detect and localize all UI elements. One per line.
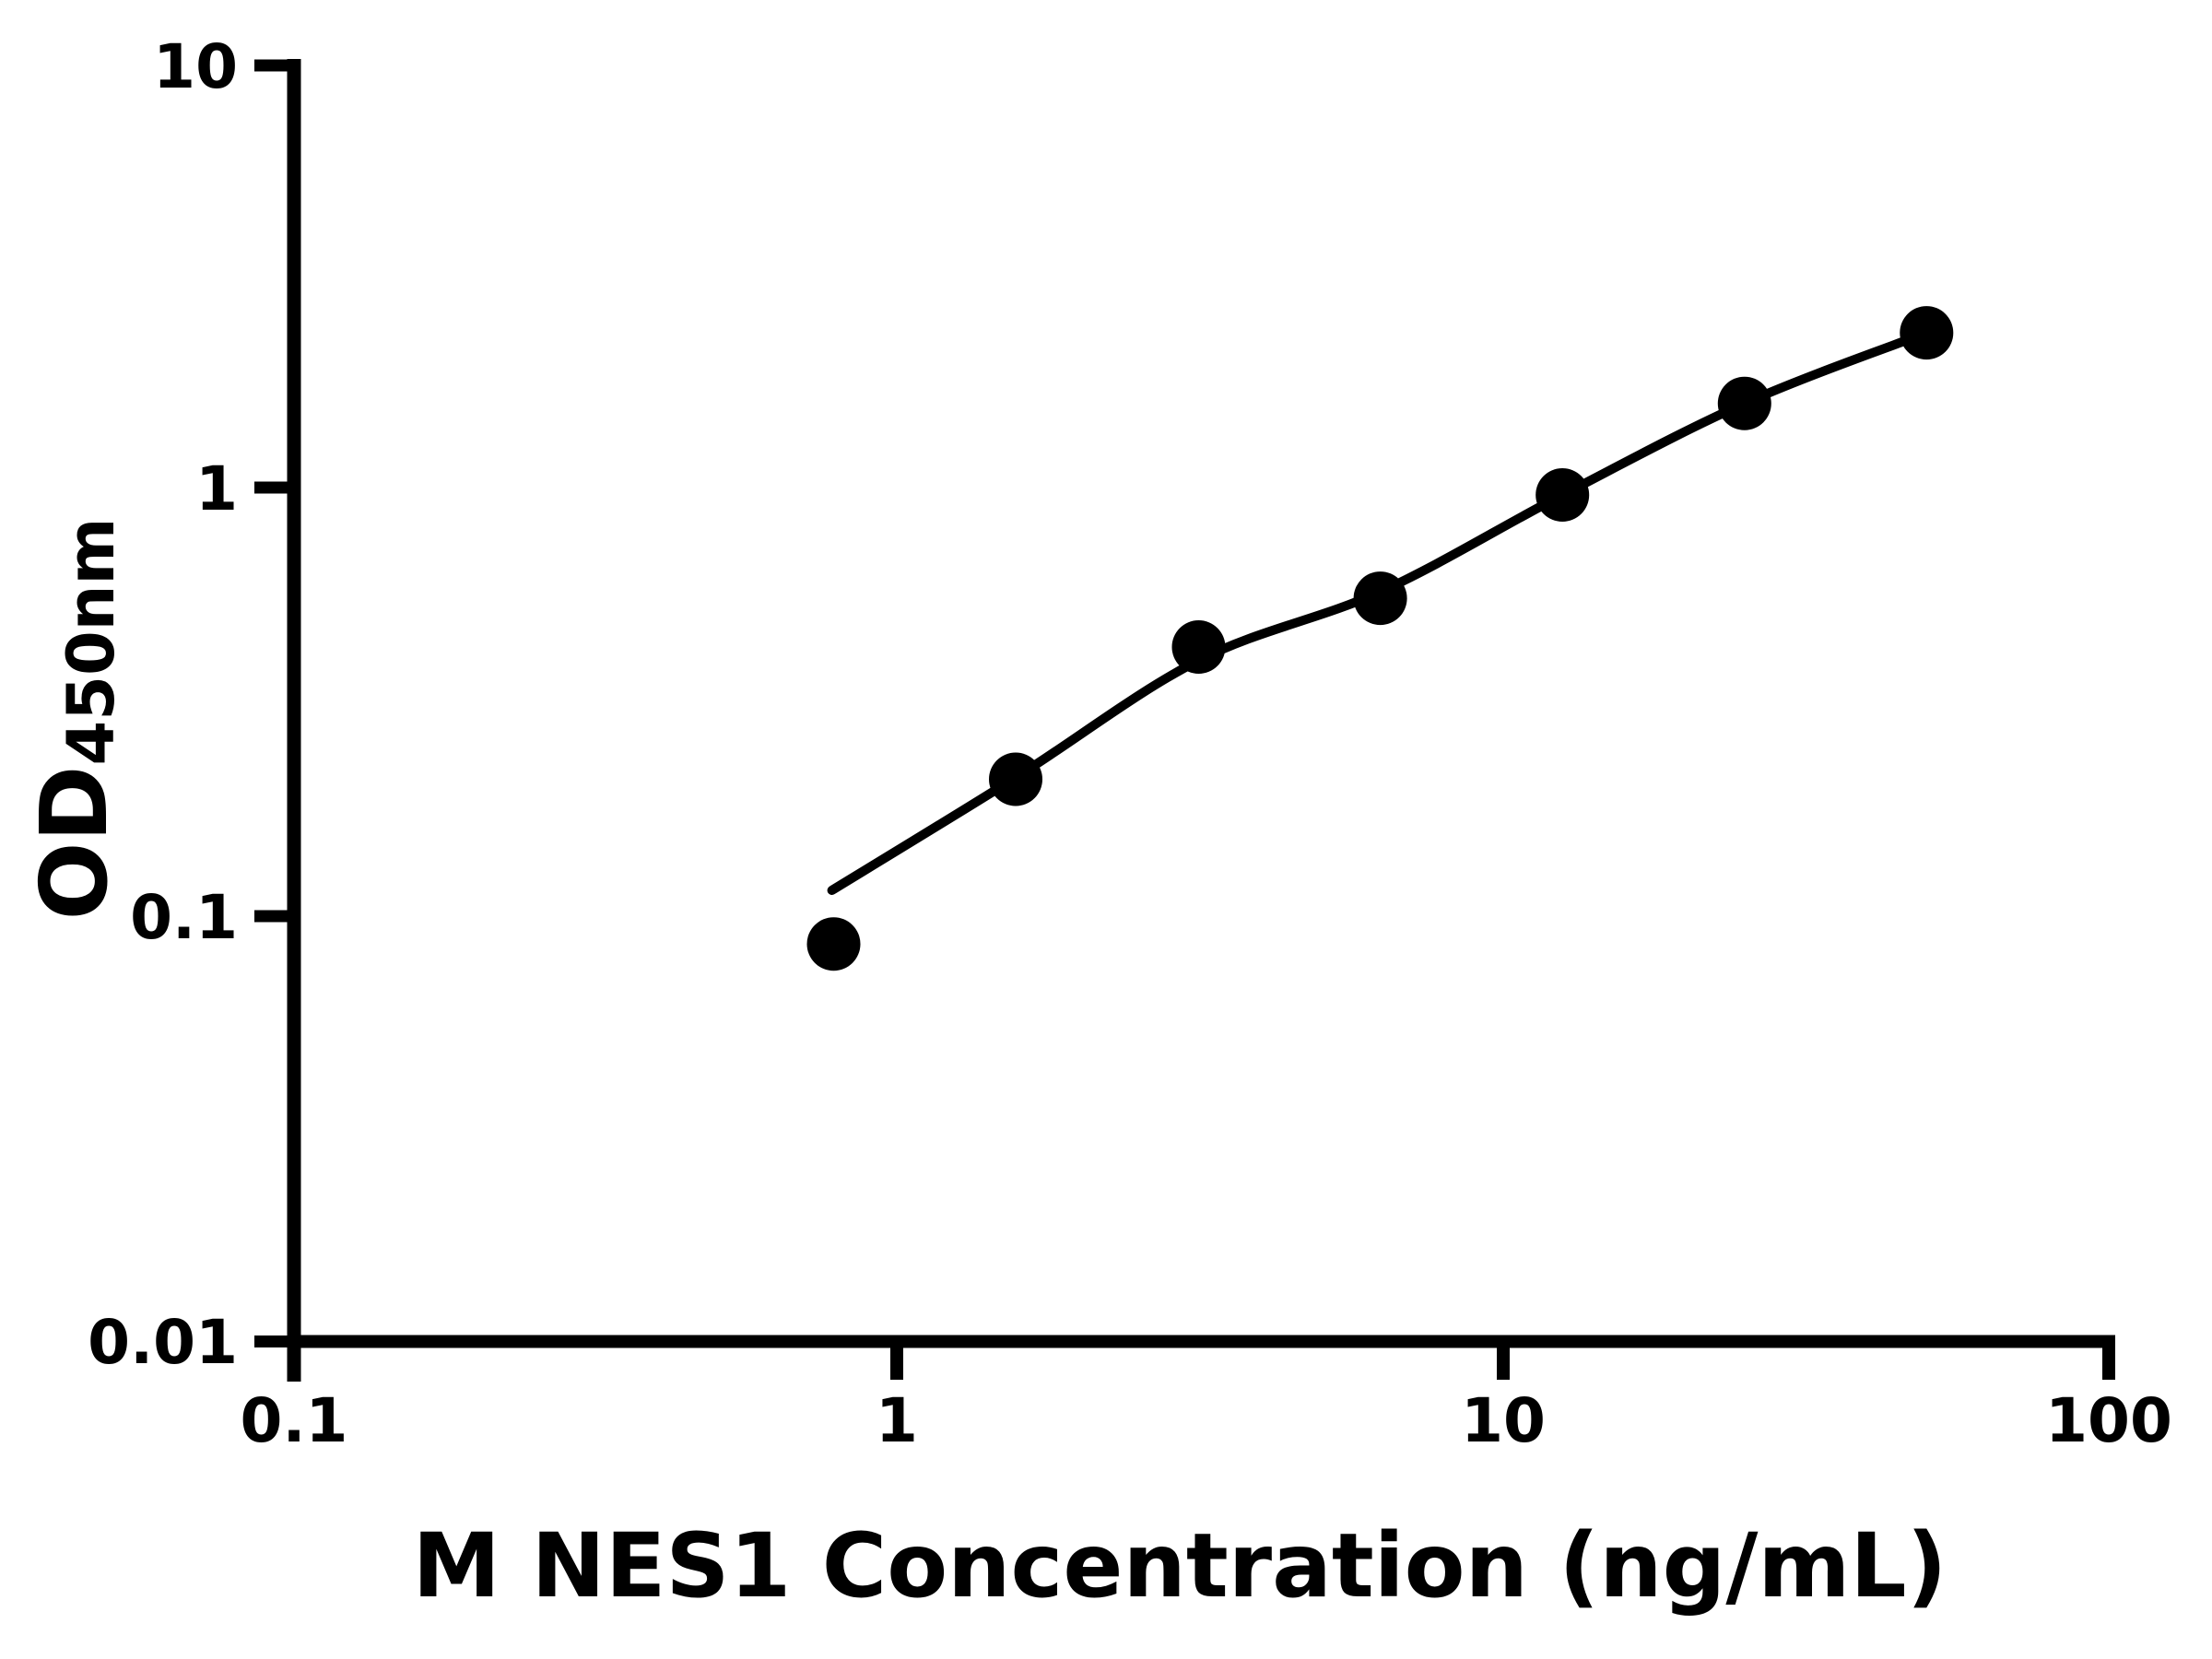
data-point — [1900, 306, 1954, 360]
data-points — [806, 306, 1954, 971]
data-point — [989, 752, 1042, 806]
axes — [254, 59, 2115, 1382]
y-axis-title-main: OD — [20, 765, 128, 920]
x-tick-label: 1 — [876, 1385, 918, 1456]
data-point — [1535, 468, 1590, 522]
y-tick-label: 0.01 — [88, 1307, 238, 1378]
x-tick-label: 100 — [2045, 1385, 2172, 1456]
data-point — [1171, 620, 1226, 674]
y-tick-labels: 10 1 0.1 0.01 — [88, 31, 238, 1378]
y-axis-title-subscript: 450nm — [53, 518, 129, 766]
data-point — [1717, 376, 1771, 430]
x-tick-label: 10 — [1461, 1385, 1546, 1456]
data-point — [806, 917, 861, 971]
y-tick-label: 0.1 — [130, 882, 238, 953]
x-tick-labels: 0.1 1 10 100 — [241, 1385, 2172, 1456]
y-axis-title: OD450nm — [20, 518, 129, 921]
data-point — [1353, 571, 1407, 626]
y-tick-label: 10 — [153, 31, 238, 102]
x-tick-label: 0.1 — [241, 1385, 348, 1456]
x-axis-title: M NES1 Concentration (ng/mL) — [413, 1514, 1947, 1618]
y-tick-label: 1 — [195, 453, 238, 524]
